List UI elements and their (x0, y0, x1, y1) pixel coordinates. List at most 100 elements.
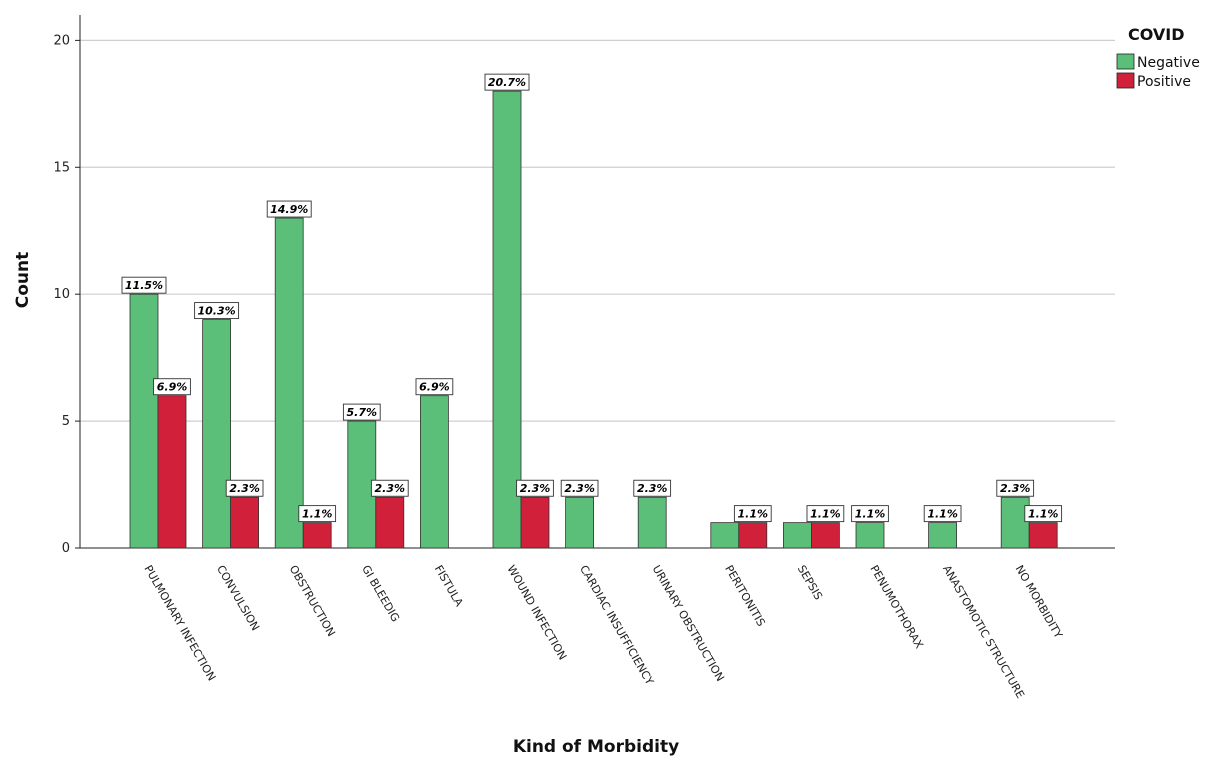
data-label-text: 2.3% (564, 482, 595, 495)
bar-positive (302, 522, 332, 549)
data-label-text: 11.5% (125, 279, 163, 292)
data-label-text: 6.9% (419, 381, 450, 394)
data-label-box (1024, 505, 1063, 523)
x-category-label: PENUMOTHORAX (867, 563, 925, 651)
data-label: 2.3% (633, 479, 672, 497)
bar-negative (419, 395, 449, 549)
legend-label-positive: Positive (1137, 74, 1191, 90)
data-label-box (633, 479, 672, 497)
x-category-label: NO MORBIDITY (1013, 563, 1065, 641)
data-label-box (806, 505, 845, 523)
data-label: 2.3% (996, 479, 1035, 497)
data-labels: 11.5% 6.9% 10.3% 2.3% 14.9% 1.1% 5.7% 2.3% 6.9% 2… (121, 73, 1063, 523)
data-label: 1.1% (923, 505, 962, 523)
data-label-text: 1.1% (810, 508, 841, 521)
data-label: 2.3% (516, 479, 554, 497)
data-label: 1.1% (733, 505, 772, 523)
data-label-box (194, 302, 240, 320)
data-label: 2.3% (370, 479, 409, 497)
y-tick-label: 0 (62, 541, 70, 556)
x-category-label: CONVULSION (214, 563, 262, 633)
bar-positive (157, 395, 187, 549)
x-category-label: FISTULA (432, 563, 466, 609)
data-label: 20.7% (484, 73, 530, 91)
bar-negative (129, 293, 159, 549)
data-label-text: 2.3% (1000, 482, 1031, 495)
data-label: 11.5% (121, 276, 167, 294)
y-axis-title: Count (13, 252, 33, 309)
legend-swatch-negative (1116, 53, 1135, 70)
data-label: 2.3% (225, 479, 264, 497)
y-axis-ticks: 0 5 10 15 20 (53, 33, 80, 556)
data-label-box (484, 73, 530, 91)
data-label: 6.9% (153, 378, 191, 396)
legend-swatch-positive (1116, 72, 1135, 89)
data-label-text: 2.3% (229, 482, 260, 495)
data-label: 6.9% (415, 378, 454, 396)
y-tick-label: 10 (53, 287, 70, 302)
y-tick-label: 5 (62, 414, 70, 429)
data-label-box (370, 479, 409, 497)
x-category-label: ANASTOMOTIC STRUCTURE (940, 563, 1027, 701)
data-label-box (923, 505, 962, 523)
bar-positive (375, 496, 405, 549)
data-label-text: 1.1% (927, 508, 958, 521)
data-label: 2.3% (560, 479, 599, 497)
data-label: 5.7% (342, 403, 381, 421)
data-label: 14.9% (266, 200, 312, 218)
bar-negative (202, 319, 232, 549)
data-label: 1.1% (1024, 505, 1063, 523)
legend: COVID Negative Positive (1116, 25, 1200, 90)
data-label-box (415, 378, 454, 396)
data-label-box (342, 403, 381, 421)
data-label-text: 14.9% (270, 203, 308, 216)
data-label-text: 5.7% (347, 406, 378, 419)
bar-positive (811, 522, 840, 549)
bar-negative (928, 522, 957, 549)
data-label-text: 2.3% (520, 482, 551, 495)
legend-title: COVID (1128, 25, 1185, 44)
data-label-text: 20.7% (488, 76, 526, 89)
data-label-box (298, 505, 337, 523)
bar-negative (637, 496, 667, 549)
bar-positive (738, 522, 768, 549)
data-label-box (516, 479, 554, 497)
x-category-label: PERITONITIS (722, 563, 767, 629)
data-label-box (996, 479, 1035, 497)
x-axis-title: Kind of Morbidity (513, 737, 679, 757)
bar-negative (783, 522, 812, 549)
data-label-box (266, 200, 312, 218)
x-category-label: PULMONARY INFECTION (141, 563, 218, 683)
legend-label-negative: Negative (1137, 55, 1200, 71)
bar-negative (274, 217, 304, 549)
x-category-label: OBSTRUCTION (287, 563, 338, 639)
grid-lines (80, 39, 1115, 422)
bar-negative (492, 90, 522, 549)
bars (129, 90, 1058, 549)
data-label-text: 2.3% (637, 482, 668, 495)
data-label-box (560, 479, 599, 497)
data-label: 10.3% (194, 302, 240, 320)
data-label-text: 6.9% (157, 381, 188, 394)
data-label: 1.1% (298, 505, 337, 523)
data-label-text: 1.1% (855, 508, 886, 521)
data-label-box (121, 276, 167, 294)
y-tick-label: 15 (53, 160, 70, 175)
data-label-box (733, 505, 772, 523)
x-category-label: GI BLEEDIG (359, 563, 402, 624)
data-label-text: 1.1% (1028, 508, 1059, 521)
data-label-text: 1.1% (738, 508, 769, 521)
data-label-text: 2.3% (375, 482, 406, 495)
bar-negative (710, 522, 740, 549)
data-label: 1.1% (851, 505, 889, 523)
y-tick-label: 20 (53, 33, 70, 48)
data-label-text: 1.1% (302, 508, 333, 521)
data-label-box (153, 378, 191, 396)
bar-negative (1000, 496, 1030, 549)
x-category-label: SEPSIS (795, 563, 825, 602)
x-category-label: CARDIAC INSUFFICIENCY (577, 563, 656, 687)
bar-positive (1028, 522, 1058, 549)
data-label: 1.1% (806, 505, 845, 523)
